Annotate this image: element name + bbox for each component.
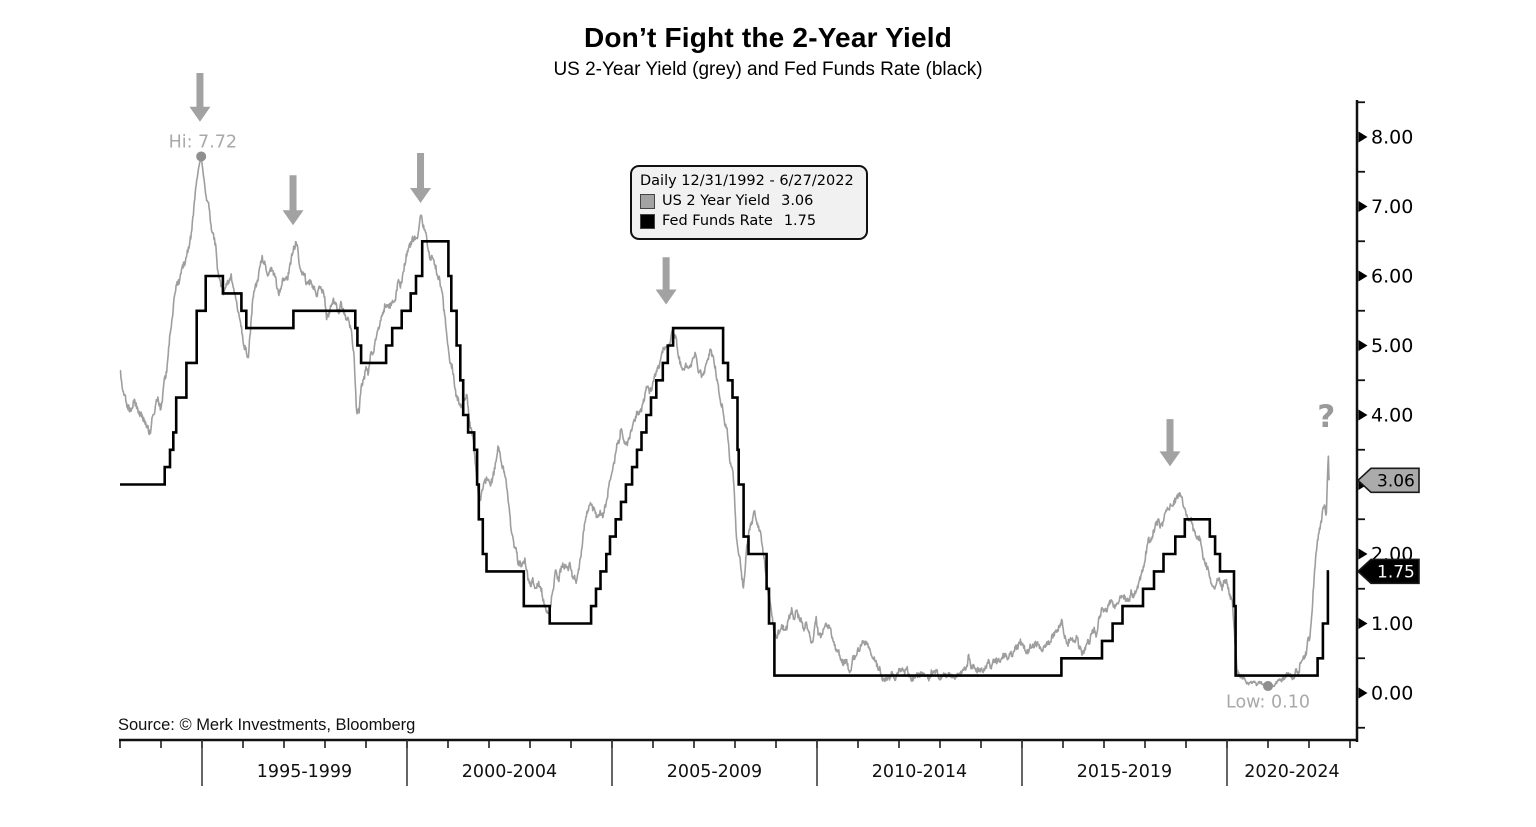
fedfunds-color-swatch: [640, 214, 655, 229]
y-axis-arrow-tick: [1358, 201, 1368, 212]
y-axis-tick-label: 1.00: [1371, 613, 1413, 635]
y-axis-arrow-tick: [1358, 687, 1368, 699]
source-note: Source: © Merk Investments, Bloomberg: [118, 716, 416, 734]
down-arrow-icon-3: [410, 152, 432, 204]
y-axis-arrow-tick: [1358, 409, 1368, 421]
legend-label-us2y: US 2 Year Yield: [662, 193, 771, 209]
y-axis-arrow-tick: [1358, 618, 1368, 629]
chart-title: Don’t Fight the 2-Year Yield: [583, 22, 953, 53]
last-price-tag-fedfunds: [1356, 558, 1420, 585]
us2y-color-swatch: [640, 194, 655, 209]
high-annotation-label: Hi: 7.72: [169, 133, 237, 153]
down-arrow-icon-1: [189, 73, 211, 122]
down-arrow-icon-2: [282, 175, 304, 226]
last-price-tag-us2y: [1356, 467, 1420, 494]
y-axis-tick-label: 5.00: [1371, 335, 1413, 357]
us-2-year-yield-line: [119, 156, 1330, 688]
x-axis-period-label: 2005-2009: [667, 762, 762, 782]
question-mark-annotation: ?: [1317, 399, 1335, 435]
legend-value-us2y: 3.06: [781, 193, 814, 209]
y-axis-tick-label: 0.00: [1371, 683, 1413, 705]
last-price-tag-label: 1.75: [1377, 562, 1415, 582]
y-axis-arrow-tick: [1358, 548, 1368, 560]
legend-label-fedfunds: Fed Funds Rate: [662, 213, 773, 229]
legend-period: Daily 12/31/1992 - 6/27/2022: [640, 173, 854, 189]
y-axis-tick-label: 4.00: [1371, 405, 1413, 427]
fed-funds-rate-line: [120, 240, 1330, 677]
y-axis-arrow-tick: [1358, 340, 1368, 351]
down-arrow-icon-5: [1159, 419, 1181, 467]
down-arrow-icon-4: [655, 257, 677, 305]
x-axis-period-label: 2015-2019: [1077, 762, 1172, 782]
legend-item-fedfunds: Fed Funds Rate 1.75: [640, 212, 858, 231]
legend-item-us2y: US 2 Year Yield 3.06: [640, 192, 858, 211]
legend-box: Daily 12/31/1992 - 6/27/2022 US 2 Year Y…: [630, 165, 868, 240]
last-price-tag-label: 3.06: [1377, 471, 1415, 491]
x-axis-period-label: 1995-1999: [257, 762, 352, 782]
chart-subtitle: US 2-Year Yield (grey) and Fed Funds Rat…: [553, 59, 983, 80]
y-axis-arrow-tick: [1358, 131, 1368, 143]
y-axis-arrow-tick: [1358, 270, 1368, 282]
legend-value-fedfunds: 1.75: [783, 213, 817, 229]
x-axis-period-label: 2010-2014: [872, 762, 967, 782]
low-annotation-label: Low: 0.10: [1226, 693, 1310, 713]
x-axis-period-label: 2000-2004: [462, 762, 557, 782]
high-marker-dot: [196, 151, 207, 162]
y-axis-tick-label: 6.00: [1371, 266, 1413, 288]
low-marker-dot: [1263, 681, 1273, 692]
x-axis-period-label: 2020-2024: [1244, 762, 1339, 782]
y-axis-tick-label: 8.00: [1371, 127, 1413, 149]
y-axis-tick-label: 7.00: [1371, 196, 1413, 218]
